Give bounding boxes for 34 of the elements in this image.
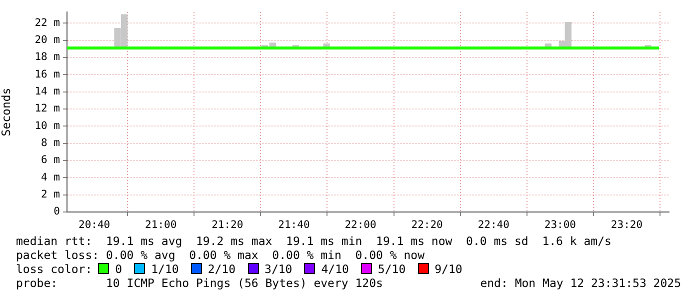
legend-label: 4/10 — [321, 262, 349, 276]
y-tick-label: 16 m — [34, 68, 60, 80]
y-tick-label: 22 m — [34, 16, 60, 29]
x-tick-label: 23:20 — [610, 219, 643, 232]
legend-label: 0 — [115, 262, 122, 276]
y-tick-label: 14 m — [34, 86, 60, 98]
x-tick-label: 22:00 — [344, 219, 376, 232]
x-tick-label: 21:40 — [278, 219, 310, 232]
y-tick-label: 12 m — [34, 102, 60, 115]
y-tick-label: 18 m — [34, 51, 60, 64]
x-tick-label: 22:20 — [411, 219, 443, 232]
legend-title: loss color: — [16, 262, 92, 276]
x-tick-label: 21:00 — [145, 219, 177, 232]
text: packet loss: 0.00 % avg 0.00 % max 0.00 % min 0.00 % now — [16, 248, 426, 262]
y-tick-label: 6 m — [41, 154, 60, 166]
x-tick-label: 21:20 — [212, 219, 244, 232]
legend-label: 5/10 — [378, 262, 406, 276]
y-tick-label: 10 m — [34, 120, 60, 132]
x-tick-label: 23:00 — [544, 219, 576, 232]
y-tick-label: 0 — [54, 206, 60, 218]
y-tick-label: 2 m — [41, 188, 60, 201]
legend-label: 2/10 — [208, 262, 236, 276]
text: median rtt: 19.1 ms avg 19.2 ms max 19.1 ms min 19.1 ms now 0.0 ms sd 1.6 k am/s — [16, 234, 612, 248]
legend-label: 1/10 — [151, 262, 179, 276]
x-tick-label: 22:40 — [478, 219, 510, 232]
y-axis-title: Seconds — [0, 88, 13, 136]
legend-label: 3/10 — [264, 262, 292, 276]
y-tick-label: 4 m — [41, 171, 60, 184]
x-tick-label: 20:40 — [78, 219, 110, 232]
legend-label: 9/10 — [434, 262, 462, 276]
y-tick-label: 8 m — [41, 137, 60, 150]
text: probe: 10 ICMP Echo Pings (56 Bytes) every 120s — [16, 276, 383, 290]
text: end: Mon May 12 23:31:53 2025 — [480, 276, 681, 290]
y-tick-label: 20 m — [34, 34, 60, 46]
